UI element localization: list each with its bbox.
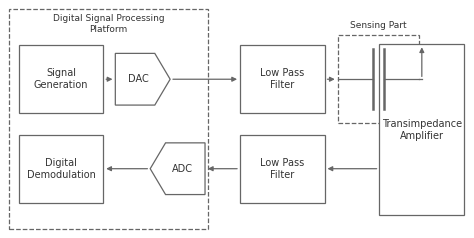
Bar [240,135,325,203]
Text: DAC: DAC [128,74,149,84]
Bar [380,45,464,215]
Text: Low Pass
Filter: Low Pass Filter [260,158,304,180]
Text: Signal
Generation: Signal Generation [34,68,88,90]
Text: Digital Signal Processing
Platform: Digital Signal Processing Platform [53,14,164,34]
Text: Transimpedance
Amplifier: Transimpedance Amplifier [382,119,462,141]
Bar [18,135,103,203]
Bar [240,45,325,113]
Text: Sensing Part: Sensing Part [350,20,407,30]
Bar [337,35,419,123]
Polygon shape [115,53,170,105]
Bar [9,9,208,229]
Bar [18,45,103,113]
Text: Digital
Demodulation: Digital Demodulation [27,158,95,180]
Polygon shape [150,143,205,194]
Text: Low Pass
Filter: Low Pass Filter [260,68,304,90]
Text: ADC: ADC [172,164,192,174]
